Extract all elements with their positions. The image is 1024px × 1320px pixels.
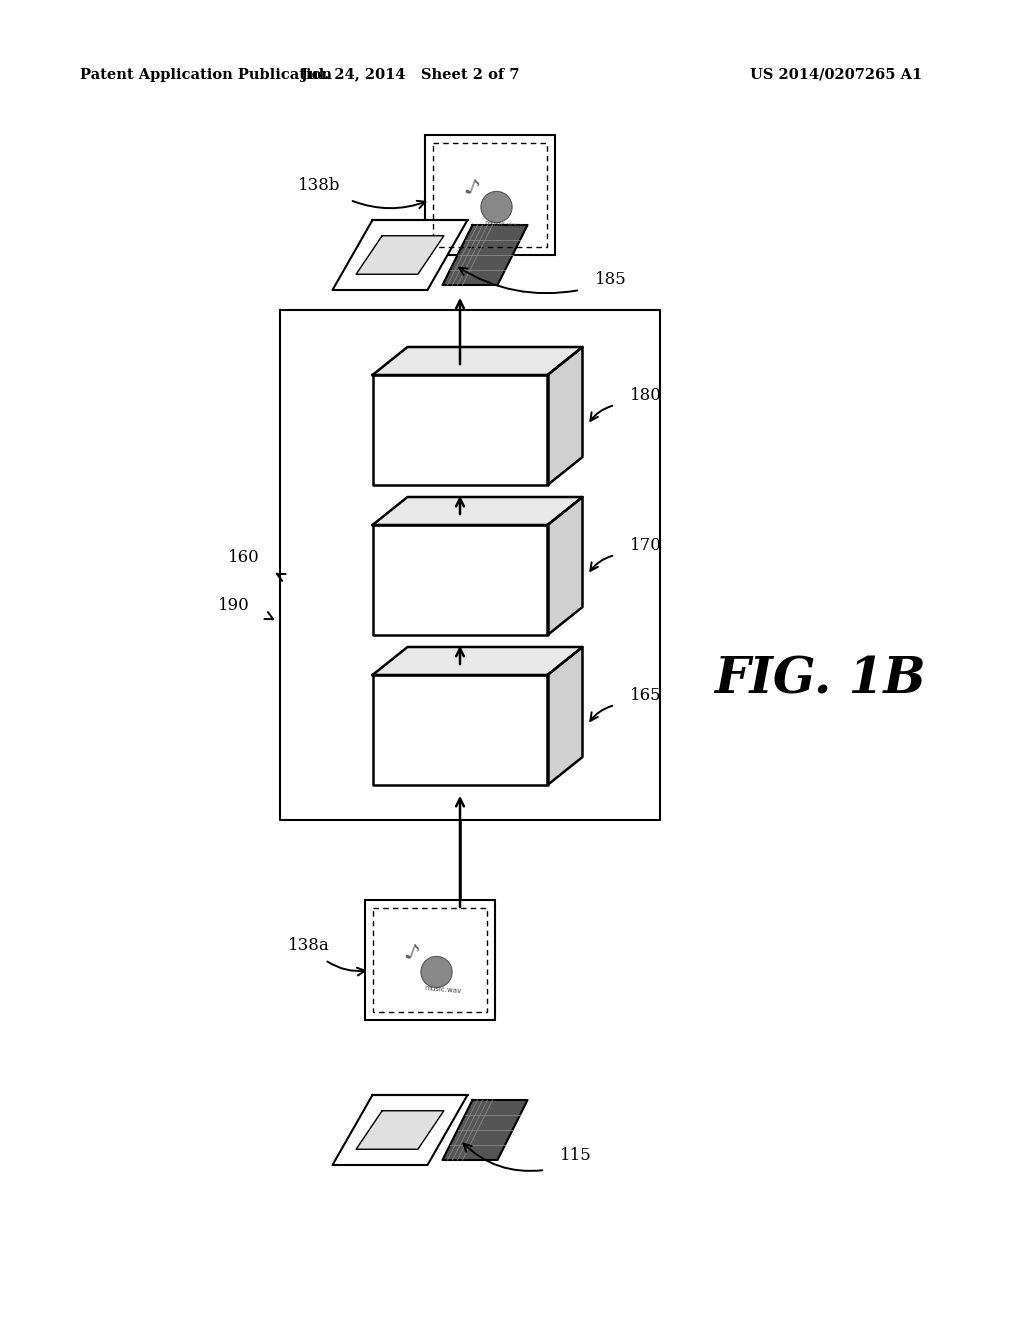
Text: music.wav: music.wav [424, 986, 462, 994]
Polygon shape [548, 498, 583, 635]
Polygon shape [333, 1096, 468, 1166]
Text: 138b: 138b [298, 177, 340, 194]
Bar [425, 135, 555, 255]
Polygon shape [356, 236, 443, 275]
Text: 160: 160 [228, 549, 260, 566]
Text: 180: 180 [630, 387, 662, 404]
Text: 190: 190 [218, 597, 250, 614]
Text: 165: 165 [630, 686, 662, 704]
Polygon shape [548, 347, 583, 484]
Text: ♪: ♪ [461, 177, 480, 201]
Polygon shape [373, 647, 583, 675]
Polygon shape [373, 525, 548, 635]
Text: US 2014/0207265 A1: US 2014/0207265 A1 [750, 69, 923, 82]
Polygon shape [373, 375, 548, 484]
Polygon shape [373, 347, 583, 375]
Bar [373, 908, 487, 1012]
Circle shape [421, 957, 453, 987]
Bar [365, 900, 495, 1020]
Polygon shape [373, 498, 583, 525]
Text: FIG. 1B: FIG. 1B [714, 656, 926, 705]
Circle shape [481, 191, 512, 223]
Polygon shape [333, 220, 468, 290]
Text: 170: 170 [630, 536, 662, 553]
Text: Patent Application Publication: Patent Application Publication [80, 69, 332, 82]
Text: Jul. 24, 2014   Sheet 2 of 7: Jul. 24, 2014 Sheet 2 of 7 [301, 69, 519, 82]
Polygon shape [548, 647, 583, 785]
Polygon shape [442, 1100, 527, 1160]
Polygon shape [356, 1110, 443, 1150]
Polygon shape [373, 675, 548, 785]
Text: music.wav: music.wav [484, 220, 522, 230]
Text: 138a: 138a [288, 936, 330, 953]
Text: 185: 185 [595, 272, 627, 289]
Text: ♪: ♪ [400, 942, 421, 966]
Bar [433, 143, 547, 247]
Text: 115: 115 [560, 1147, 592, 1163]
Polygon shape [442, 224, 527, 285]
